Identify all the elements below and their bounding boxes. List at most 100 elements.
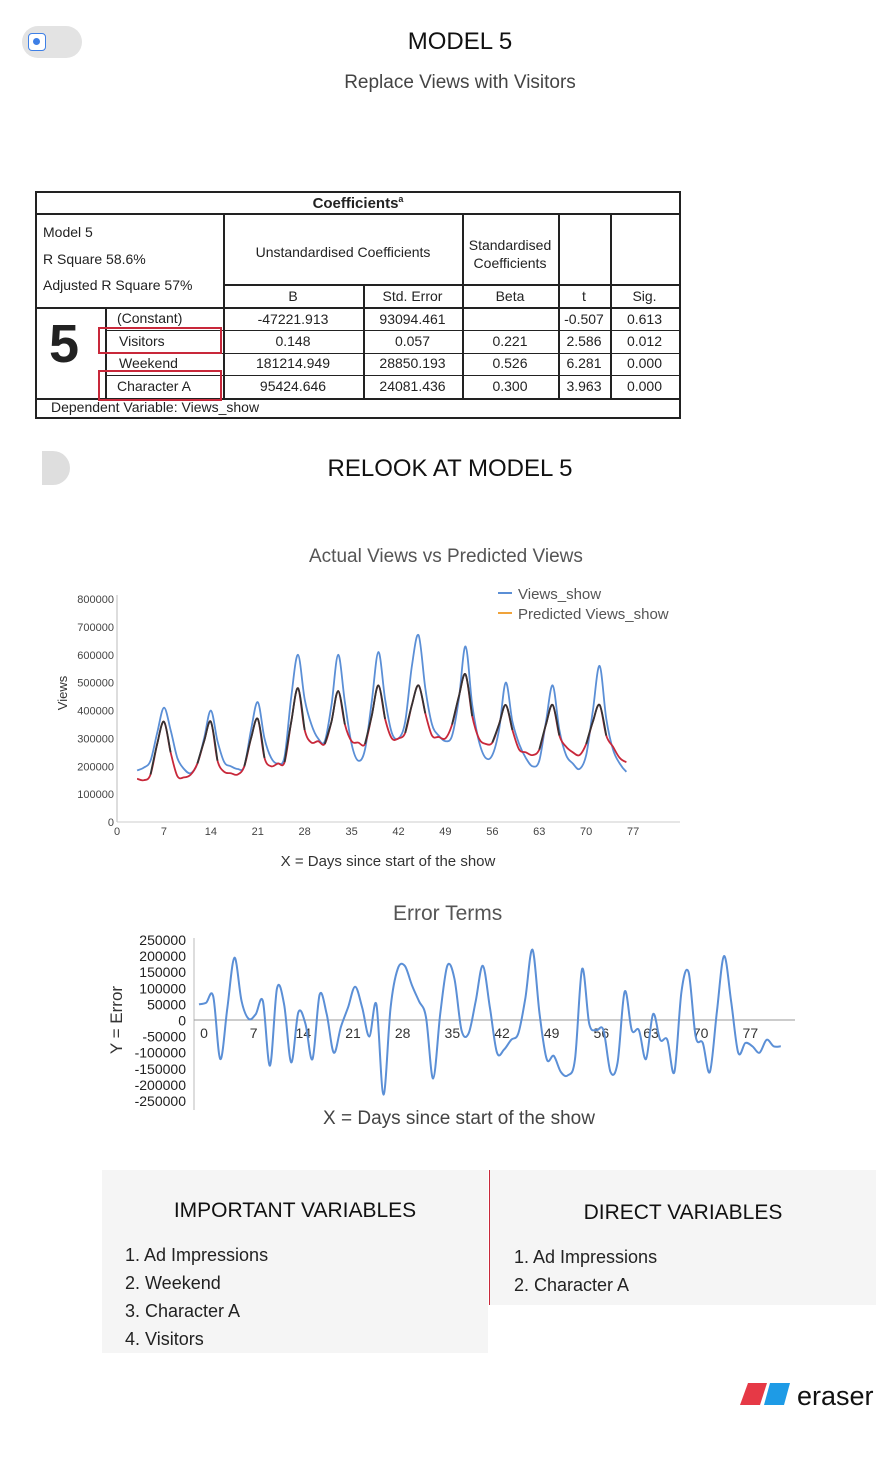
y-tick-label: 600000: [77, 650, 114, 662]
y-tick-label: -100000: [135, 1045, 187, 1061]
col-b: B: [288, 288, 298, 304]
chart2-title: Error Terms: [393, 902, 503, 925]
error-terms-chart: Y = Error X = Days since start of the sh…: [107, 932, 795, 1129]
view-toggle[interactable]: [22, 26, 82, 58]
row-name: (Constant): [117, 310, 183, 326]
row-b: -47221.913: [257, 311, 329, 327]
x-tick-label: 63: [643, 1025, 659, 1041]
chart2-ylabel: Y = Error: [107, 986, 126, 1055]
y-tick-label: -200000: [135, 1077, 187, 1093]
row-se: 0.057: [394, 333, 431, 349]
section-title: RELOOK AT MODEL 5: [327, 455, 573, 482]
row-b: 95424.646: [259, 378, 327, 394]
chart1-title: Actual Views vs Predicted Views: [309, 546, 583, 567]
important-variables-title: IMPORTANT VARIABLES: [173, 1199, 417, 1222]
y-tick-label: 150000: [139, 964, 186, 980]
x-tick-label: 77: [743, 1025, 759, 1041]
chart2-xlabel: X = Days since start of the show: [323, 1108, 595, 1129]
legend1-actual: Views_show: [518, 586, 601, 603]
header-standardised-2: Coefficients: [473, 255, 547, 271]
series-line-predicted-weekend: [538, 703, 561, 750]
page-title: MODEL 5: [407, 28, 513, 55]
y-tick-label: 500000: [77, 678, 114, 690]
legend1-predicted: Predicted Views_show: [518, 606, 669, 623]
x-tick-label: 28: [395, 1025, 411, 1041]
x-tick-label: 35: [345, 826, 357, 838]
row-name: Weekend: [119, 355, 178, 371]
row-beta: 0.300: [492, 378, 528, 394]
row-se: 24081.436: [379, 378, 446, 394]
y-tick-label: 100000: [77, 789, 114, 801]
y-tick-label: 0: [178, 1013, 186, 1029]
series-line-error: [198, 948, 781, 1096]
row-b: 181214.949: [256, 355, 330, 371]
row-name: Visitors: [119, 333, 165, 349]
chart1-xlabel: X = Days since start of the show: [281, 853, 496, 870]
y-tick-label: 250000: [139, 932, 186, 948]
page-subtitle: Replace Views with Visitors: [344, 72, 576, 93]
y-tick-label: 300000: [77, 733, 114, 745]
row-sig: 0.000: [626, 378, 663, 394]
series-line-predicted-weekend: [585, 703, 608, 745]
series-line-predicted-weekend: [243, 717, 266, 767]
adj-r-square: Adjusted R Square 57%: [43, 277, 193, 293]
table-footnote: Dependent Variable: Views_show: [51, 399, 260, 415]
y-tick-label: 200000: [77, 761, 114, 773]
col-se: Std. Error: [382, 288, 443, 304]
row-sig: 0.000: [626, 355, 663, 371]
y-tick-label: 800000: [77, 594, 114, 606]
header-standardised-1: Standardised: [468, 237, 552, 253]
list-item: 2. Character A: [514, 1275, 630, 1295]
row-t: 6.281: [566, 355, 602, 371]
x-tick-label: 35: [445, 1025, 461, 1041]
header-unstandardised: Unstandardised Coefficients: [255, 244, 431, 260]
series-line-predicted-weekend: [196, 720, 219, 764]
list-item: 1. Ad Impressions: [514, 1247, 658, 1267]
chart1-ylabel: Views: [55, 675, 70, 710]
row-se: 93094.461: [379, 311, 446, 327]
y-tick-label: 700000: [77, 622, 114, 634]
series-line-predicted-weekend: [491, 703, 514, 743]
list-item: 2. Weekend: [125, 1273, 221, 1293]
x-tick-label: 21: [345, 1025, 361, 1041]
x-tick-label: 7: [161, 826, 167, 838]
row-b: 0.148: [275, 333, 311, 349]
focus-icon: [28, 33, 46, 51]
direct-variables-title: DIRECT VARIABLES: [583, 1201, 783, 1224]
coefficients-table: Coefficientsa Model 5 R Square 58.6% Adj…: [35, 191, 681, 419]
y-tick-label: 50000: [147, 996, 186, 1012]
series-line-predicted-weekend: [323, 690, 346, 745]
x-tick-label: 0: [114, 826, 120, 838]
brand-name: eraser: [797, 1381, 874, 1411]
x-tick-label: 49: [439, 826, 451, 838]
y-tick-label: 100000: [139, 980, 186, 996]
x-tick-label: 49: [544, 1025, 560, 1041]
x-tick-label: 42: [494, 1025, 510, 1041]
row-sig: 0.012: [626, 333, 663, 349]
y-tick-label: 0: [108, 817, 114, 829]
list-item: 3. Character A: [125, 1301, 241, 1321]
col-beta: Beta: [495, 288, 525, 304]
half-circle-marker: [42, 451, 70, 485]
x-tick-label: 42: [392, 826, 404, 838]
row-t: 2.586: [566, 333, 602, 349]
x-tick-label: 28: [299, 826, 311, 838]
x-tick-label: 14: [296, 1025, 312, 1041]
col-sig: Sig.: [632, 288, 657, 304]
y-tick-label: -50000: [142, 1029, 186, 1045]
model-label: Model 5: [43, 224, 93, 240]
direct-variables-panel: DIRECT VARIABLES 1. Ad Impressions 2. Ch…: [489, 1170, 876, 1305]
row-beta: 0.221: [492, 333, 528, 349]
y-tick-label: -150000: [135, 1061, 187, 1077]
series-line-predicted-weekend: [451, 673, 474, 725]
row-sig: 0.613: [626, 311, 663, 327]
highlight-visitors: [98, 327, 222, 354]
series-line-predicted-weekend: [404, 684, 427, 734]
highlight-character-a: [98, 370, 222, 401]
x-tick-label: 70: [693, 1025, 709, 1041]
series-line-predicted-weekend: [364, 684, 386, 745]
x-tick-label: 70: [580, 826, 592, 838]
x-tick-label: 21: [252, 826, 264, 838]
row-se: 28850.193: [379, 355, 446, 371]
x-tick-label: 56: [486, 826, 498, 838]
